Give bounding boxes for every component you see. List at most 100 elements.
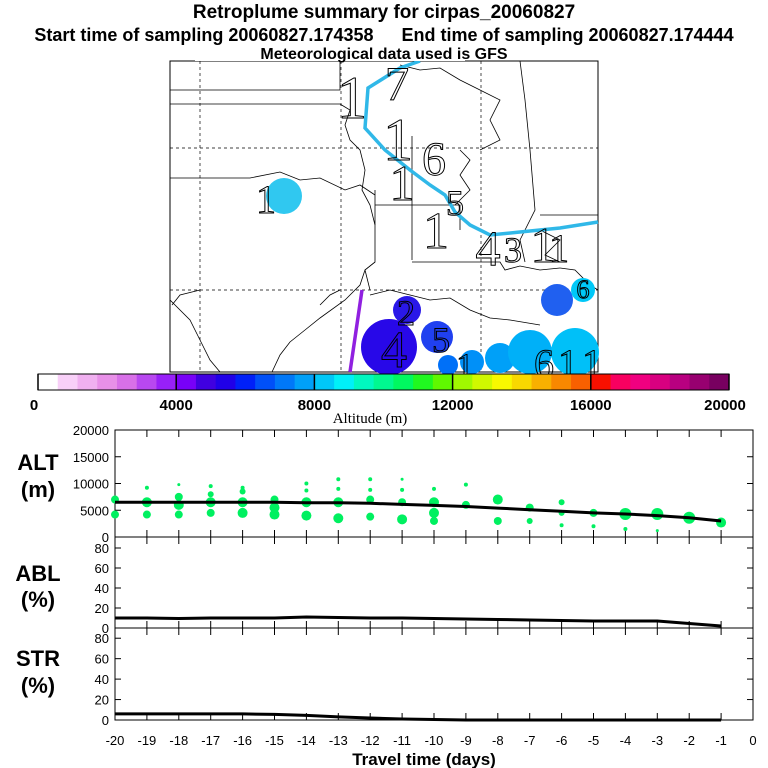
colorbar-swatch [393,374,414,390]
plume-circle [485,343,515,373]
plume-circles [266,178,599,376]
colorbar-swatch [156,374,177,390]
alt-point [269,502,280,513]
met-data-label: Meteorological data used is GFS [260,46,508,63]
x-tick-label: -12 [361,733,380,748]
alt-point [174,510,183,519]
panel-unit-label: (%) [21,587,55,612]
sampling-times: Start time of sampling 20060827.174358 En… [0,25,768,46]
y-tick-label: 60 [95,561,109,576]
x-tick-label: -14 [297,733,316,748]
chart-title: Retroplume summary for cirpas_20060827 [192,2,576,23]
colorbar-label: Altitude (m) [333,411,408,427]
plume-circle [541,284,573,316]
colorbar-swatch [610,374,631,390]
y-tick-label: 10000 [73,477,109,492]
colorbar-swatch [38,374,59,390]
x-tick-label: -4 [620,733,632,748]
alt-point [111,510,119,519]
colorbar-swatch [590,374,612,390]
plume-marker-label: 1 [383,107,413,173]
colorbar-swatch [136,374,157,390]
x-tick-label: -1 [715,733,727,748]
panel-unit-label: (%) [21,673,55,698]
end-time-label: End time of sampling 20060827.174444 [401,25,734,45]
colorbar-swatch [669,374,691,390]
alt-point [368,477,373,482]
y-tick-label: 40 [95,581,109,596]
plume-circle [393,296,421,324]
colorbar-swatch [709,374,730,390]
colorbar-swatch [314,374,335,390]
x-tick-label: -9 [460,733,472,748]
y-tick-label: 0 [102,621,109,636]
x-tick-label: -11 [393,733,411,748]
altitude-colorbar: 0 4000 8000 12000 16000 20000 [30,373,746,414]
x-tick-label: -15 [265,733,284,748]
colorbar-swatch [57,374,78,390]
plume-path-lightblue [363,59,599,237]
plume-marker-label: 1 [390,155,415,211]
plume-circle [460,350,484,374]
alt-point [591,524,596,529]
y-tick-label: 15000 [73,450,109,465]
plume-circle [266,178,302,214]
colorbar-swatch [689,374,710,390]
alt-mean-line [115,500,722,523]
plume-path-purple [348,289,364,373]
colorbar-tick-label: 20000 [704,397,746,414]
plume-marker-label: 5 [432,320,450,360]
alt-point [336,477,341,482]
x-tick-label: -3 [652,733,664,748]
alt-point [177,483,181,487]
colorbar-swatch [571,374,592,390]
plume-circle [421,321,453,353]
plume-marker-label: 1 [423,203,449,260]
colorbar-swatch [551,374,572,390]
colorbar-swatch [294,374,315,390]
alt-point [559,523,564,528]
panel-frame [114,536,754,629]
plume-marker-label: 6 [422,133,446,186]
map-graticule [170,61,598,372]
x-tick-label: -8 [492,733,504,748]
x-tick-label: -2 [683,733,695,748]
alt-point [333,513,344,524]
colorbar-swatch [215,374,236,390]
colorbar-swatch [176,374,197,390]
x-tick-label: -18 [169,733,188,748]
x-tick-label: -5 [588,733,600,748]
x-tick-label: -7 [524,733,536,748]
panel-label: ABL [15,561,60,586]
start-time-label: Start time of sampling 20060827.174358 [34,25,374,45]
alt-point [142,510,151,519]
alt-point [208,484,213,489]
x-tick-label: -19 [138,733,157,748]
panel-label: ALT [17,450,59,475]
colorbar-swatch [255,374,276,390]
plume-marker-label: 4 [381,322,407,379]
alt-point [400,487,405,492]
colorbar-swatch [235,374,256,390]
alt-point [304,488,309,493]
colorbar-swatch [531,374,552,390]
alt-point [366,512,375,521]
colorbar-swatch [432,374,454,390]
panel-unit-label: (m) [21,477,55,502]
colorbar-swatch [472,374,493,390]
x-tick-label: -16 [233,733,252,748]
colorbar-swatch [97,374,118,390]
x-axis-label: Travel time (days) [352,750,496,768]
y-tick-label: 20000 [73,423,109,438]
plume-marker-label: 6 [577,275,590,304]
colorbar-tick-label: 8000 [298,397,331,414]
alt-point [526,517,533,524]
alt-point [239,488,246,495]
colorbar-swatch [373,374,394,390]
alt-point [493,516,502,525]
alt-point [492,494,503,505]
